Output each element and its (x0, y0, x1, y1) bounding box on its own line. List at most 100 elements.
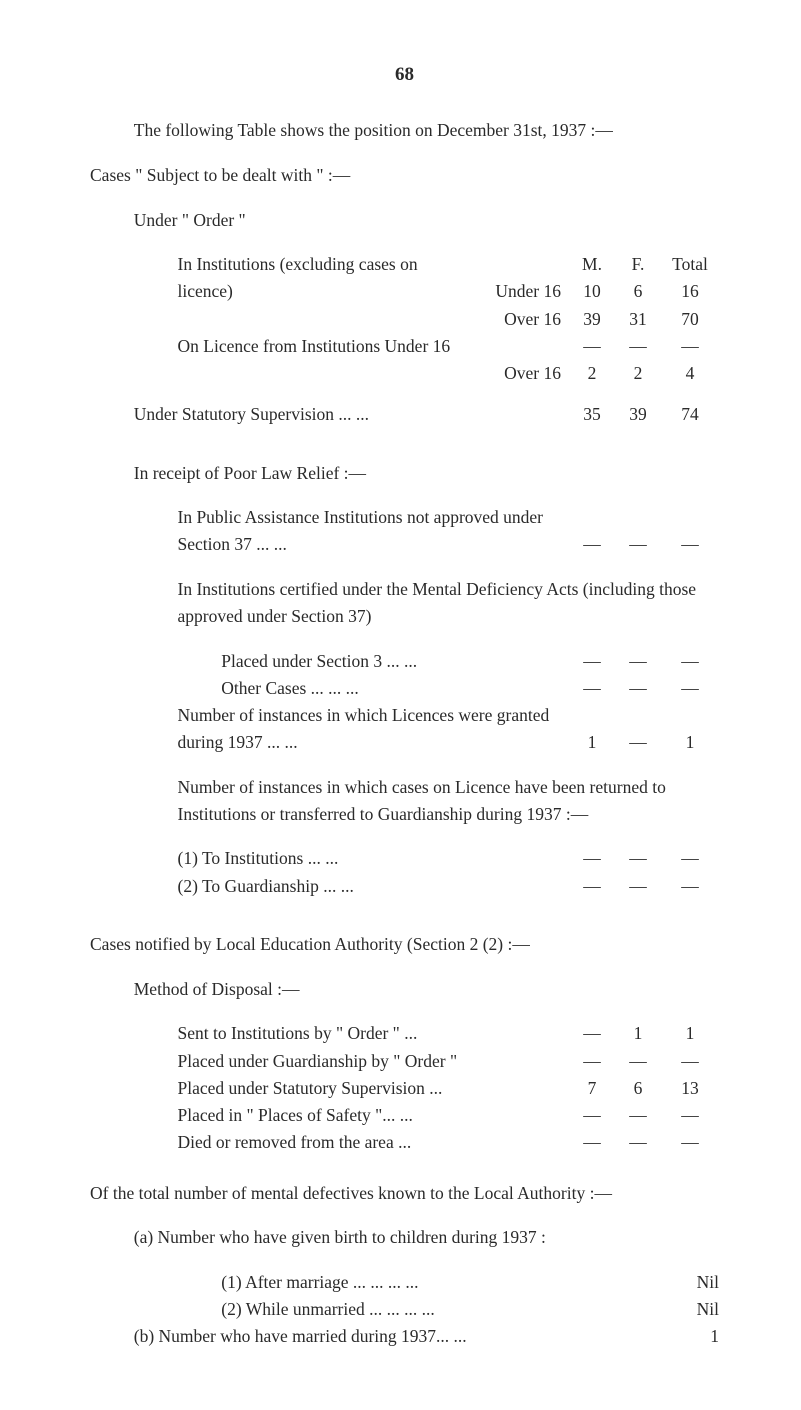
val-f: — (615, 333, 661, 360)
under-order: Under " Order " (134, 207, 719, 234)
row-other-cases: Other Cases ... ... ... — — — (90, 675, 719, 702)
val-f: — (615, 845, 661, 872)
val-m: — (569, 1102, 615, 1129)
val-total: 13 (661, 1075, 719, 1102)
cols: — — — (569, 531, 719, 558)
val: Nil (661, 1269, 719, 1296)
cols: — — — (569, 1102, 719, 1129)
val-m: — (569, 531, 615, 558)
label: Placed under Section 3 ... ... (221, 648, 569, 675)
cols: — — — (569, 675, 719, 702)
val-total: — (661, 675, 719, 702)
label: Other Cases ... ... ... (221, 675, 569, 702)
val-m: 1 (569, 729, 615, 756)
label: On Licence from Institutions Under 16 (178, 333, 570, 360)
col-f-header: F. (615, 251, 661, 278)
val-m: 35 (569, 401, 615, 428)
val-total: 74 (661, 401, 719, 428)
val-m: — (569, 873, 615, 900)
row-over16: Over 16 39 31 70 (90, 306, 719, 333)
val-total: — (661, 873, 719, 900)
row-placed-guardianship: Placed under Guardianship by " Order " —… (90, 1048, 719, 1075)
cases-notified-heading: Cases notified by Local Education Author… (90, 931, 719, 958)
cols: Nil (661, 1296, 719, 1323)
cols: 10 6 16 (569, 278, 719, 305)
val-total: — (661, 1102, 719, 1129)
returned-intro: Number of instances in which cases on Li… (178, 774, 720, 828)
val-m: — (569, 845, 615, 872)
val-f: — (615, 675, 661, 702)
val-f: — (615, 729, 661, 756)
val-m: 7 (569, 1075, 615, 1102)
row-public-assistance: In Public Assistance Institutions not ap… (90, 504, 719, 558)
label: (2) To Guardianship ... ... (178, 873, 570, 900)
label: (b) Number who have married during 1937.… (134, 1323, 661, 1350)
cols: 7 6 13 (569, 1075, 719, 1102)
val-m: — (569, 333, 615, 360)
born-a-label: (a) Number who have given birth to child… (134, 1224, 719, 1251)
row-licences-granted: Number of instances in which Licences we… (90, 702, 719, 756)
row-placed-stat-sup: Placed under Statutory Supervision ... 7… (90, 1075, 719, 1102)
val-m: — (569, 1020, 615, 1047)
licence-word: licence) (178, 278, 233, 305)
val-total: — (661, 845, 719, 872)
val-m: — (569, 675, 615, 702)
cols: 1 — 1 (569, 729, 719, 756)
row-sent-institutions: Sent to Institutions by " Order " ... — … (90, 1020, 719, 1047)
label: (1) After marriage ... ... ... ... (221, 1269, 661, 1296)
row-after-marriage: (1) After marriage ... ... ... ... Nil (90, 1269, 719, 1296)
cols: M. F. Total (569, 251, 719, 278)
cols: 1 (661, 1323, 719, 1350)
cols: 39 31 70 (569, 306, 719, 333)
val-total: — (661, 531, 719, 558)
val-m: — (569, 1129, 615, 1156)
label: licence) Under 16 (178, 278, 570, 305)
val-f: — (615, 1102, 661, 1129)
cols: 2 2 4 (569, 360, 719, 387)
row-to-institutions: (1) To Institutions ... ... — — — (90, 845, 719, 872)
cols: 35 39 74 (569, 401, 719, 428)
row-onlicence-o16: Over 16 2 2 4 (90, 360, 719, 387)
row-while-unmarried: (2) While unmarried ... ... ... ... Nil (90, 1296, 719, 1323)
cols: Nil (661, 1269, 719, 1296)
row-licence-under16: licence) Under 16 10 6 16 (90, 278, 719, 305)
label: Died or removed from the area ... (178, 1129, 570, 1156)
label: Placed in " Places of Safety "... ... (178, 1102, 570, 1129)
label: (1) To Institutions ... ... (178, 845, 570, 872)
val-m: 39 (569, 306, 615, 333)
row-onlicence-u16: On Licence from Institutions Under 16 — … (90, 333, 719, 360)
val-f: 39 (615, 401, 661, 428)
cols: — — — (569, 1129, 719, 1156)
total-known-heading: Of the total number of mental defectives… (90, 1180, 719, 1207)
val-f: 1 (615, 1020, 661, 1047)
label: Over 16 (178, 306, 570, 333)
col-total-header: Total (661, 251, 719, 278)
under16: Under 16 (495, 278, 561, 305)
val-m: — (569, 1048, 615, 1075)
row-died-removed: Died or removed from the area ... — — — (90, 1129, 719, 1156)
label: Over 16 (178, 360, 570, 387)
label: Under Statutory Supervision ... ... (134, 401, 569, 428)
cols: — — — (569, 1048, 719, 1075)
intro-paragraph: The following Table shows the position o… (90, 117, 719, 144)
val-f: 6 (615, 278, 661, 305)
val-f: 6 (615, 1075, 661, 1102)
row-placed-section3: Placed under Section 3 ... ... — — — (90, 648, 719, 675)
row-inst-excluding: In Institutions (excluding cases on M. F… (90, 251, 719, 278)
label: In Institutions (excluding cases on (178, 251, 570, 278)
method-disposal-heading: Method of Disposal :— (134, 976, 719, 1003)
col-m-header: M. (569, 251, 615, 278)
val-f: — (615, 531, 661, 558)
cols: — — — (569, 333, 719, 360)
val-f: — (615, 1048, 661, 1075)
label: Placed under Guardianship by " Order " (178, 1048, 570, 1075)
row-to-guardianship: (2) To Guardianship ... ... — — — (90, 873, 719, 900)
val: 1 (661, 1323, 719, 1350)
val-total: — (661, 1048, 719, 1075)
val-f: — (615, 648, 661, 675)
label: Placed under Statutory Supervision ... (178, 1075, 570, 1102)
label: In Public Assistance Institutions not ap… (178, 504, 570, 558)
cols: — — — (569, 648, 719, 675)
page-number: 68 (90, 60, 719, 89)
val-f: 31 (615, 306, 661, 333)
